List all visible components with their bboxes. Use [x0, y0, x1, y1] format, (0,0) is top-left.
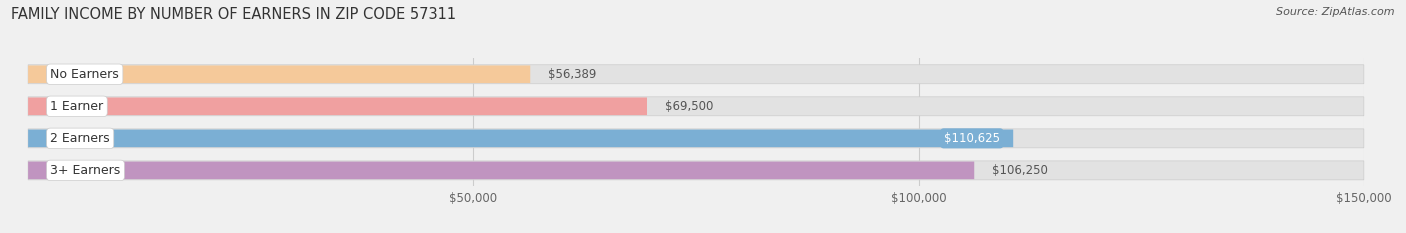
FancyBboxPatch shape — [28, 161, 974, 179]
FancyBboxPatch shape — [28, 130, 1014, 147]
Text: No Earners: No Earners — [51, 68, 120, 81]
FancyBboxPatch shape — [28, 129, 1364, 148]
FancyBboxPatch shape — [28, 65, 1364, 84]
FancyBboxPatch shape — [28, 65, 530, 83]
FancyBboxPatch shape — [28, 97, 647, 115]
FancyBboxPatch shape — [28, 161, 1364, 180]
Text: Source: ZipAtlas.com: Source: ZipAtlas.com — [1277, 7, 1395, 17]
Text: $110,625: $110,625 — [943, 132, 1000, 145]
Text: $56,389: $56,389 — [548, 68, 596, 81]
Text: 2 Earners: 2 Earners — [51, 132, 110, 145]
FancyBboxPatch shape — [28, 97, 1364, 116]
Text: FAMILY INCOME BY NUMBER OF EARNERS IN ZIP CODE 57311: FAMILY INCOME BY NUMBER OF EARNERS IN ZI… — [11, 7, 457, 22]
Text: 1 Earner: 1 Earner — [51, 100, 104, 113]
Text: 3+ Earners: 3+ Earners — [51, 164, 121, 177]
Text: $106,250: $106,250 — [993, 164, 1047, 177]
Text: $69,500: $69,500 — [665, 100, 713, 113]
